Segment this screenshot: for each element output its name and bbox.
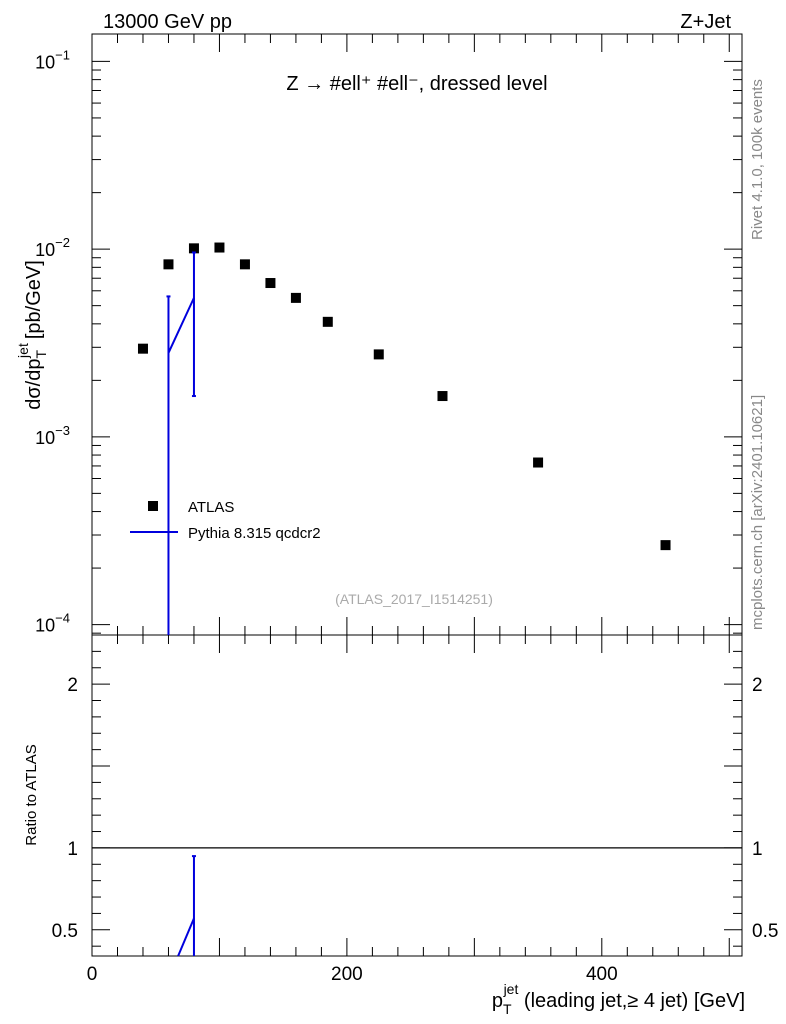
- main-y-label: dσ/dpTjet [pb/GeV]: [15, 260, 49, 410]
- x-tick-label: 200: [331, 964, 363, 985]
- side-label-rivet: Rivet 4.1.0, 100k events: [749, 79, 766, 240]
- header-right: Z+Jet: [680, 11, 731, 33]
- atlas-data-point: [373, 349, 384, 360]
- main-y-label-unit: [pb/GeV]: [23, 260, 45, 339]
- atlas-data-point: [137, 343, 148, 354]
- ratio-plot-frame: [91, 634, 743, 957]
- main-plot-frame: [91, 33, 743, 636]
- x-axis-label-sub: T: [503, 1001, 512, 1017]
- main-y-tick-label-base: 10: [35, 428, 55, 448]
- main-y-label-main: dσ/dp: [23, 359, 45, 410]
- main-y-tick-label: 10−4: [35, 611, 70, 636]
- ratio-data-layer: [177, 855, 196, 957]
- ratio-y-label: Ratio to ATLAS: [23, 744, 40, 845]
- main-y-tick-label-base: 10: [35, 52, 55, 72]
- x-tick-label: 0: [87, 964, 98, 985]
- x-axis-label-rest: (leading jet,≥ 4 jet) [GeV]: [518, 990, 745, 1012]
- atlas-data-point: [265, 278, 276, 289]
- analysis-watermark: (ATLAS_2017_I1514251): [335, 591, 493, 607]
- x-axis-label-sup: jet: [503, 981, 519, 997]
- ratio-y-tick-label-right: 1: [752, 839, 763, 860]
- main-y-tick-label-exp: −4: [55, 611, 70, 626]
- main-y-tick-label-exp: −3: [55, 423, 70, 438]
- atlas-data-point: [163, 259, 174, 270]
- ratio-x-axis: 0 200 400: [87, 635, 730, 985]
- atlas-data-point: [290, 292, 301, 303]
- x-axis-label: pTjet (leading jet,≥ 4 jet) [GeV]: [492, 981, 745, 1017]
- atlas-data-point: [239, 259, 250, 270]
- ratio-pythia-line: [177, 917, 195, 957]
- legend-pythia-label: Pythia 8.315 qcdcr2: [188, 525, 321, 542]
- atlas-data-point: [660, 540, 671, 551]
- atlas-data-point: [437, 391, 448, 402]
- main-y-tick-label-exp: −2: [55, 235, 70, 250]
- main-y-label-sup: jet: [15, 343, 31, 359]
- legend-atlas-label: ATLAS: [188, 499, 234, 516]
- header-left: 13000 GeV pp: [103, 11, 232, 33]
- side-label-mcplots: mcplots.cern.ch [arXiv:2401.10621]: [749, 395, 766, 630]
- plot-title: Z → #ell⁺ #ell⁻, dressed level: [286, 73, 547, 95]
- atlas-data-point: [322, 316, 333, 327]
- legend-atlas-marker: [148, 501, 158, 511]
- main-data-layer: [137, 242, 671, 635]
- main-y-tick-label: 10−1: [35, 47, 70, 72]
- atlas-data-point: [188, 243, 199, 254]
- ratio-y-tick-label: 2: [67, 675, 78, 696]
- ratio-y-axis: 0.5 0.5 1 1 2 2: [52, 634, 778, 947]
- main-y-tick-label-exp: −1: [55, 47, 70, 62]
- main-x-axis: [91, 34, 730, 635]
- main-y-tick-label: 10−2: [35, 235, 70, 260]
- x-axis-label-main: p: [492, 990, 503, 1012]
- main-y-label-sub: T: [33, 350, 49, 359]
- main-y-tick-label: 10−3: [35, 423, 70, 448]
- ratio-y-tick-label: 1: [67, 839, 78, 860]
- legend: ATLAS Pythia 8.315 qcdcr2: [130, 499, 321, 542]
- main-y-tick-label-base: 10: [35, 616, 55, 636]
- main-y-axis: 10−110−210−310−4: [35, 47, 742, 636]
- atlas-data-point: [214, 242, 225, 253]
- pythia-line: [167, 297, 195, 354]
- ratio-y-tick-label: 0.5: [52, 921, 78, 942]
- x-tick-label: 400: [586, 964, 618, 985]
- ratio-y-tick-label-right: 2: [752, 675, 763, 696]
- ratio-y-tick-label-right: 0.5: [752, 921, 778, 942]
- main-y-tick-label-base: 10: [35, 240, 55, 260]
- atlas-data-point: [533, 457, 544, 468]
